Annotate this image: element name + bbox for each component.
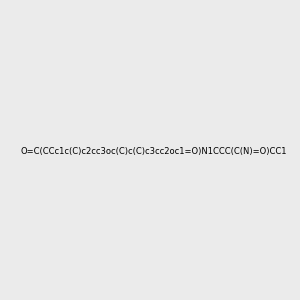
Text: O=C(CCc1c(C)c2cc3oc(C)c(C)c3cc2oc1=O)N1CCC(C(N)=O)CC1: O=C(CCc1c(C)c2cc3oc(C)c(C)c3cc2oc1=O)N1C… — [20, 147, 287, 156]
